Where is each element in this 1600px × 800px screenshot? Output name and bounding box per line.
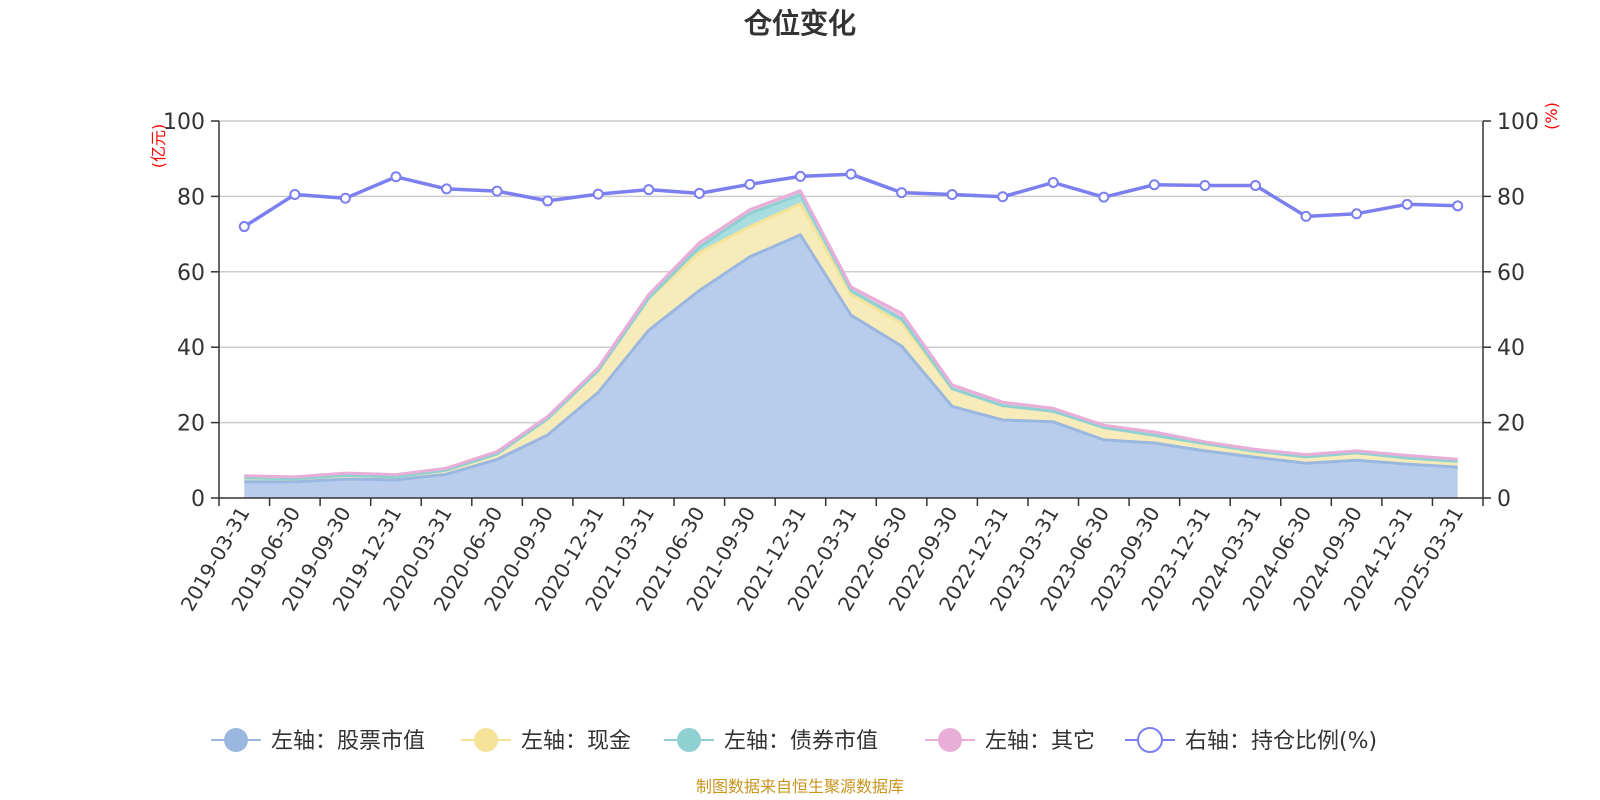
left-tick-label: 0 <box>191 487 205 512</box>
ratio-point <box>1452 200 1464 212</box>
left-tick-label: 80 <box>177 185 205 210</box>
ratio-point <box>592 188 604 200</box>
legend-label: 右轴：持仓比例(%) <box>1185 729 1377 754</box>
legend-item: 左轴：其它 <box>925 728 1095 754</box>
legend-item: 左轴：股票市值 <box>211 728 425 754</box>
ratio-point <box>896 187 908 199</box>
ratio-point <box>1351 208 1363 220</box>
ratio-point <box>390 171 402 183</box>
ratio-line <box>238 168 1464 233</box>
right-tick-label: 20 <box>1497 412 1525 437</box>
legend-item: 左轴：债券市值 <box>664 728 878 754</box>
area-edge-4 <box>244 189 1458 479</box>
ratio-line-path <box>243 172 1458 229</box>
left-tick-label: 20 <box>177 412 205 437</box>
data-source-note: 制图数据来自恒生聚源数据库 <box>696 777 904 796</box>
ratio-point <box>491 185 503 197</box>
ratio-point <box>845 168 857 180</box>
right-tick-label: 40 <box>1497 336 1525 361</box>
right-tick-label: 100 <box>1497 110 1539 135</box>
left-tick-label: 60 <box>177 261 205 286</box>
left-axis-unit: (亿元) <box>149 124 168 169</box>
ratio-point <box>643 184 655 196</box>
ratio-point <box>997 191 1009 203</box>
ratio-point <box>441 183 453 195</box>
ratio-point <box>1148 179 1160 191</box>
legend-marker <box>224 728 248 752</box>
legend-label: 左轴：债券市值 <box>724 729 878 754</box>
ratio-point <box>339 192 351 204</box>
right-axis-unit: (%) <box>1542 102 1561 130</box>
ratio-point <box>1249 179 1261 191</box>
right-tick-label: 60 <box>1497 261 1525 286</box>
ratio-point <box>1401 198 1413 210</box>
ratio-point <box>1300 210 1312 222</box>
legend-item: 左轴：现金 <box>461 728 631 754</box>
right-tick-label: 0 <box>1497 487 1511 512</box>
legend-marker <box>1137 727 1163 753</box>
ratio-point <box>542 195 554 207</box>
ratio-point <box>744 178 756 190</box>
area-1 <box>244 234 1458 498</box>
ratio-point <box>946 189 958 201</box>
ratio-point <box>1098 191 1110 203</box>
left-tick-label: 40 <box>177 336 205 361</box>
legend-marker <box>474 728 498 752</box>
ratio-point <box>794 170 806 182</box>
legend-marker <box>938 728 962 752</box>
chart-title: 仓位变化 <box>744 7 856 40</box>
ratio-point <box>1047 176 1059 188</box>
legend: 左轴：股票市值 左轴：现金 左轴：债券市值 左轴：其它 右轴：持仓比例(%) <box>211 727 1377 754</box>
ratio-point <box>1199 179 1211 191</box>
legend-item: 右轴：持仓比例(%) <box>1125 727 1377 754</box>
area-edge-1 <box>244 233 1458 484</box>
ratio-point <box>693 187 705 199</box>
legend-marker <box>677 728 701 752</box>
ratio-point <box>238 221 250 233</box>
ratio-point <box>289 189 301 201</box>
left-tick-label: 100 <box>163 110 205 135</box>
stacked-areas <box>244 189 1458 498</box>
legend-label: 左轴：其它 <box>985 729 1095 754</box>
area-edge-3 <box>244 193 1458 481</box>
right-tick-label: 80 <box>1497 185 1525 210</box>
legend-label: 左轴：现金 <box>521 729 631 754</box>
legend-label: 左轴：股票市值 <box>271 729 425 754</box>
